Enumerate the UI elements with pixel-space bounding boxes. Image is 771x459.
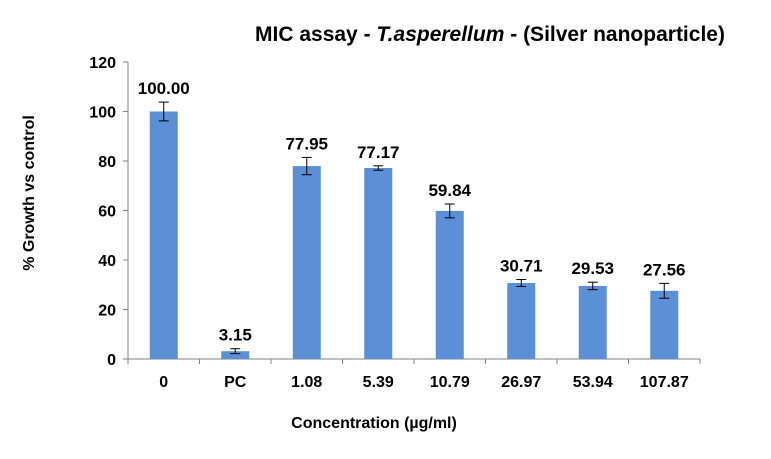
bar: [578, 285, 607, 359]
error-bar: [230, 348, 241, 355]
data-labels: 100.00 3.15 77.95 77.17 59.84 30.71 29.53 27.56: [138, 79, 686, 345]
x-tick-label: 53.94: [573, 374, 613, 391]
bar: [292, 166, 321, 359]
y-tick-label: 80: [98, 154, 116, 171]
x-tick-label: 107.87: [640, 374, 689, 391]
data-label: 3.15: [219, 326, 252, 345]
y-tick-label: 0: [107, 352, 116, 369]
y-tick-label: 20: [98, 303, 116, 320]
axes: [123, 61, 701, 364]
y-tick-label: 40: [98, 253, 116, 270]
x-tick-label: 26.97: [501, 374, 541, 391]
error-bar: [301, 156, 312, 176]
y-tick-label: 120: [89, 55, 116, 72]
x-tick-label: 1.08: [291, 374, 322, 391]
bar: [149, 111, 178, 359]
error-bar: [516, 279, 527, 287]
data-label: 77.95: [285, 134, 328, 153]
error-bar: [444, 203, 455, 219]
error-bar: [373, 165, 384, 171]
bar: [221, 351, 250, 359]
data-label: 27.56: [643, 260, 686, 279]
bar: [364, 168, 393, 359]
bar: [650, 290, 679, 359]
chart-title-prefix: MIC assay -: [255, 23, 376, 46]
data-label: 59.84: [428, 181, 471, 200]
bar: [435, 210, 464, 359]
x-tick-label: 5.39: [363, 374, 394, 391]
x-tick-label: PC: [224, 374, 247, 391]
bar: [507, 282, 536, 359]
chart-title-italic: T.asperellum: [376, 23, 504, 46]
data-label: 29.53: [571, 259, 614, 278]
error-bar: [659, 282, 670, 299]
y-axis-label: % Growth vs control: [21, 115, 38, 271]
bars: [149, 111, 679, 359]
x-tick-label: 10.79: [430, 374, 470, 391]
y-tick-label: 60: [98, 204, 116, 221]
data-label: 30.71: [500, 257, 543, 276]
chart-title: MIC assay - T.asperellum - (Silver nanop…: [255, 23, 725, 46]
error-bars: [158, 101, 670, 355]
chart-title-suffix: - (Silver nanoparticle): [504, 23, 725, 46]
x-tick-label: 0: [159, 374, 168, 391]
data-label: 77.17: [357, 143, 400, 162]
error-bar: [158, 101, 169, 122]
y-tick-labels: 0 20 40 60 80 100 120: [89, 55, 116, 369]
data-label: 100.00: [138, 79, 190, 98]
y-tick-label: 100: [89, 105, 116, 122]
x-tick-labels: 0 PC 1.08 5.39 10.79 26.97 53.94 107.87: [159, 374, 689, 391]
x-axis-label: Concentration (µg/ml): [291, 415, 457, 432]
error-bar: [587, 281, 598, 291]
